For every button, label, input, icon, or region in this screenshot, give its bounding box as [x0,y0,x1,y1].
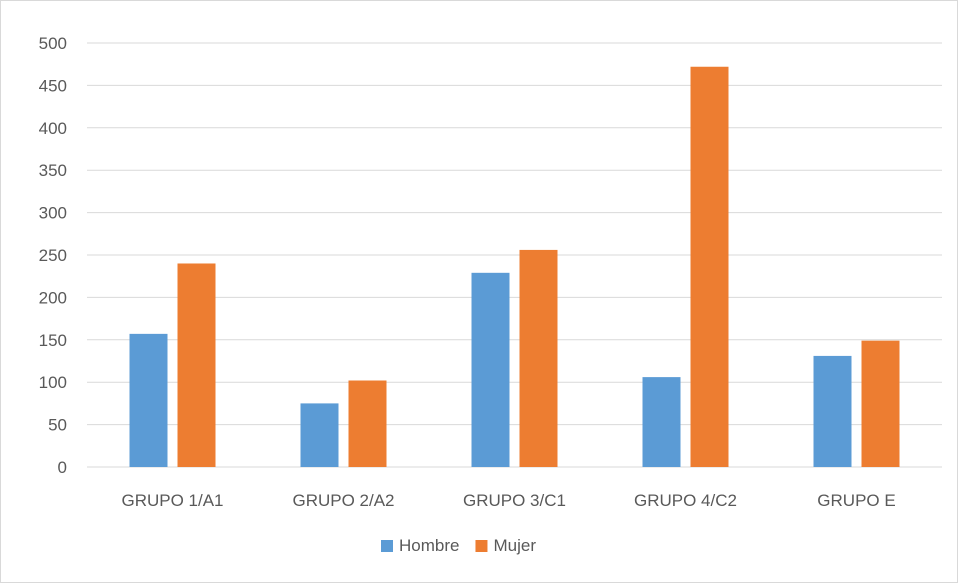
bar-mujer-1 [177,263,216,467]
y-tick-label: 300 [39,204,67,223]
bar-mujer-2 [348,380,387,467]
legend-swatch-mujer [475,540,488,552]
y-tick-label: 450 [39,76,67,95]
legend-label-hombre: Hombre [399,536,459,555]
y-tick-label: 500 [39,34,67,53]
legend: Hombre Mujer [381,536,536,555]
y-tick-label: 350 [39,161,67,180]
y-tick-label: 250 [39,246,67,265]
bar-hombre-1 [129,333,168,467]
bar-hombre-4 [642,377,681,467]
x-tick-label: GRUPO 1/A1 [121,491,223,510]
gridlines [87,42,942,468]
bar-mujer-3 [519,249,558,467]
y-tick-label: 50 [48,416,67,435]
bar-hombre-5 [813,355,852,467]
y-tick-label: 100 [39,373,67,392]
x-tick-label: GRUPO 2/A2 [292,491,394,510]
bar-mujer-4 [690,66,729,467]
legend-swatch-hombre [381,540,393,552]
y-tick-label: 0 [58,458,67,477]
x-tick-label: GRUPO 3/C1 [463,491,566,510]
y-tick-label: 150 [39,331,67,350]
bar-hombre-2 [300,403,339,467]
y-tick-label: 400 [39,119,67,138]
bar-hombre-3 [471,272,510,467]
bars [129,66,900,467]
axes: 0 50 100 150 200 250 300 350 400 450 500 GRUPO 1/A1… [39,34,896,510]
x-tick-label: GRUPO E [817,491,895,510]
y-tick-label: 200 [39,288,67,307]
x-tick-label: GRUPO 4/C2 [634,491,737,510]
legend-label-mujer: Mujer [493,536,536,555]
bar-mujer-5 [861,340,900,467]
